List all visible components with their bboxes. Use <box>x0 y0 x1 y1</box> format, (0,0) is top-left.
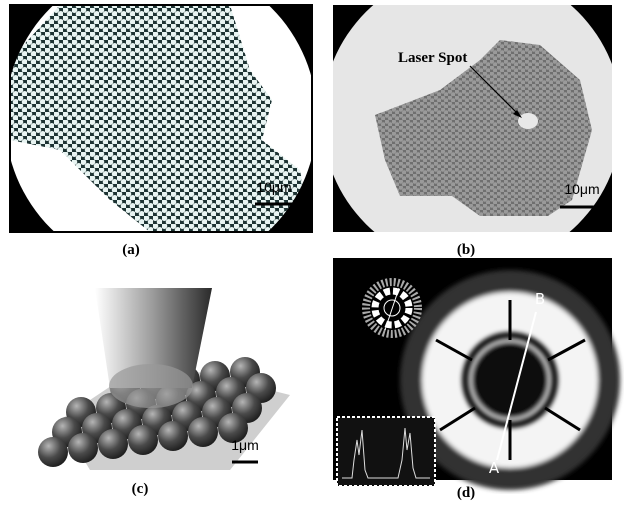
panel-d: A B (d) <box>333 258 612 501</box>
sphere <box>158 421 188 451</box>
sphere <box>98 429 128 459</box>
scale-label: 10μm <box>564 181 599 197</box>
panel-b: Laser Spot 10μm (b) <box>322 0 622 268</box>
panel-label: (b) <box>457 242 475 258</box>
cone-focus <box>109 364 193 408</box>
panel-a: 10μm (a) <box>10 5 312 258</box>
scale-label: 10μm <box>256 179 291 195</box>
panel-label: (d) <box>457 485 475 501</box>
sphere <box>68 433 98 463</box>
panel-label: (c) <box>132 481 149 497</box>
sphere <box>188 417 218 447</box>
point-label: B <box>535 290 545 308</box>
scale-label: 1μm <box>231 437 259 453</box>
sphere <box>128 425 158 455</box>
figure: 10μm (a) Laser Spot 10μm (b) 1μm (c) A B… <box>0 0 631 506</box>
sphere <box>38 437 68 467</box>
annotation: Laser Spot <box>398 50 467 66</box>
point-label: A <box>489 459 500 477</box>
inset-plot <box>337 417 435 486</box>
laser-spot <box>518 113 538 129</box>
panel-label: (a) <box>122 242 140 258</box>
